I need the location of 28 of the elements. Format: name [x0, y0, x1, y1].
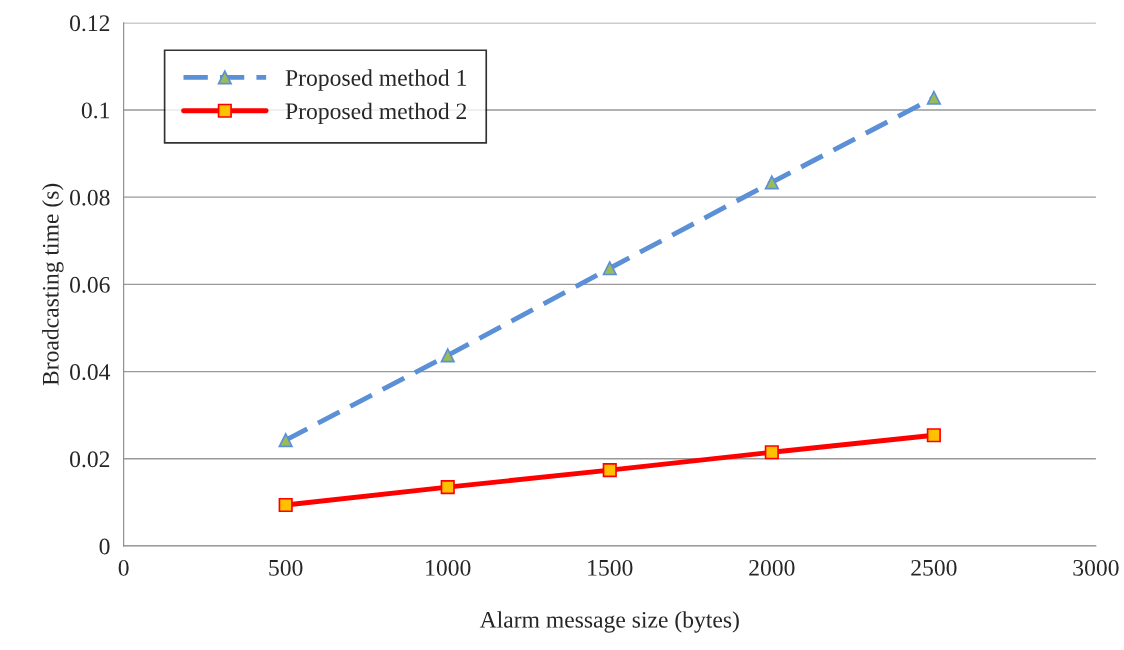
point [278, 497, 293, 513]
x-tick-label: 500 [269, 559, 303, 576]
point [926, 428, 941, 443]
legend-label: Proposed method 2 [285, 102, 467, 125]
point [926, 90, 941, 105]
y-tick-label: 0.12 [70, 15, 110, 32]
point [764, 445, 779, 460]
y-tick-label: 0.04 [70, 364, 111, 381]
y-tick-label: 0 [99, 538, 110, 555]
legend-label: Proposed method 1 [285, 69, 466, 91]
y-axis-title: Broadcasting time (s) [42, 183, 64, 386]
point [440, 480, 455, 495]
x-tick-label: 1000 [426, 559, 471, 576]
x-tick-label: 1500 [588, 559, 633, 576]
x-tick-label: 3000 [1073, 559, 1119, 576]
y-tick-label: 0.02 [70, 451, 110, 468]
point [278, 432, 293, 448]
point [602, 463, 617, 478]
x-tick-label: 0 [118, 559, 129, 576]
point [764, 175, 779, 190]
y-tick-label: 0.08 [70, 189, 110, 206]
x-tick-label: 2000 [749, 559, 795, 576]
x-axis-title: Alarm message size (bytes) [479, 611, 739, 633]
y-tick-label: 0.06 [70, 276, 110, 293]
y-tick-label: 0.1 [81, 102, 110, 119]
point [602, 261, 617, 276]
point [440, 348, 455, 363]
x-tick-label: 2500 [911, 559, 957, 576]
